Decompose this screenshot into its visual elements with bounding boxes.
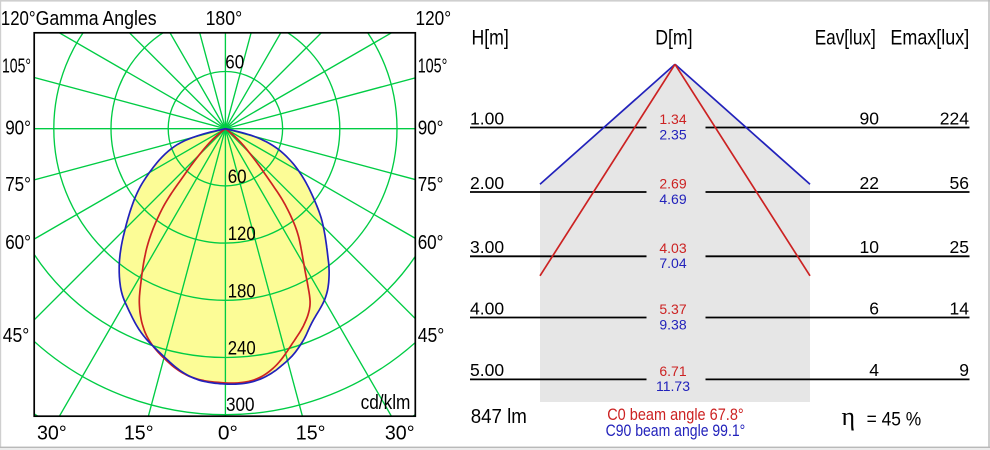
svg-text:= 45 %: = 45 % <box>867 408 922 430</box>
svg-text:75°: 75° <box>418 174 444 196</box>
svg-text:5.37: 5.37 <box>659 301 686 317</box>
svg-text:9: 9 <box>959 360 969 380</box>
svg-text:75°: 75° <box>5 174 31 196</box>
svg-text:cd/klm: cd/klm <box>361 392 411 414</box>
svg-text:7.04: 7.04 <box>659 255 686 271</box>
svg-text:105°: 105° <box>418 56 448 78</box>
svg-text:180: 180 <box>228 281 256 302</box>
svg-text:3.00: 3.00 <box>470 237 504 257</box>
svg-text:180°: 180° <box>206 8 243 30</box>
svg-text:4.03: 4.03 <box>659 240 686 256</box>
svg-text:120°: 120° <box>416 8 452 30</box>
svg-text:25: 25 <box>950 237 969 257</box>
svg-text:14: 14 <box>950 298 970 318</box>
svg-text:9.38: 9.38 <box>659 316 686 332</box>
svg-text:1.34: 1.34 <box>659 111 686 127</box>
svg-text:2.00: 2.00 <box>470 173 504 193</box>
svg-text:0°: 0° <box>218 423 238 445</box>
svg-text:4.00: 4.00 <box>470 298 504 318</box>
svg-text:30°: 30° <box>385 423 415 445</box>
svg-text:300: 300 <box>226 395 255 416</box>
svg-text:Eav[lux]: Eav[lux] <box>815 25 876 49</box>
svg-text:90°: 90° <box>418 118 444 140</box>
svg-text:240: 240 <box>228 339 256 360</box>
svg-text:C90 beam angle 99.1°: C90 beam angle 99.1° <box>606 422 746 440</box>
svg-text:60°: 60° <box>5 232 31 254</box>
svg-text:120: 120 <box>228 224 256 245</box>
svg-text:Gamma Angles: Gamma Angles <box>36 8 157 30</box>
svg-text:60: 60 <box>225 52 244 73</box>
svg-text:6: 6 <box>869 298 879 318</box>
svg-text:10: 10 <box>860 237 880 257</box>
svg-text:H[m]: H[m] <box>472 25 509 49</box>
svg-text:11.73: 11.73 <box>656 378 690 394</box>
svg-text:5.00: 5.00 <box>470 360 504 380</box>
svg-text:1.00: 1.00 <box>470 108 504 128</box>
svg-text:120°: 120° <box>1 8 36 30</box>
svg-text:224: 224 <box>940 108 969 128</box>
svg-text:η: η <box>842 402 856 431</box>
svg-text:60°: 60° <box>418 232 444 254</box>
svg-text:90: 90 <box>860 108 880 128</box>
svg-text:4: 4 <box>869 360 879 380</box>
svg-text:2.35: 2.35 <box>659 126 686 142</box>
svg-text:Emax[lux]: Emax[lux] <box>890 25 969 49</box>
svg-text:56: 56 <box>950 173 969 193</box>
svg-text:30°: 30° <box>37 423 67 445</box>
svg-text:2.69: 2.69 <box>659 176 686 192</box>
svg-text:60: 60 <box>228 167 247 188</box>
svg-text:6.71: 6.71 <box>659 363 686 379</box>
svg-text:15°: 15° <box>124 423 154 445</box>
svg-text:15°: 15° <box>296 423 326 445</box>
svg-text:90°: 90° <box>5 118 31 140</box>
svg-text:C0 beam angle 67.8°: C0 beam angle 67.8° <box>607 406 744 424</box>
svg-text:4.69: 4.69 <box>659 191 686 207</box>
svg-text:D[m]: D[m] <box>655 25 692 49</box>
svg-text:45°: 45° <box>418 325 445 347</box>
svg-text:847 lm: 847 lm <box>471 406 527 428</box>
svg-text:22: 22 <box>860 173 879 193</box>
svg-text:105°: 105° <box>2 56 31 78</box>
svg-text:45°: 45° <box>3 325 30 347</box>
